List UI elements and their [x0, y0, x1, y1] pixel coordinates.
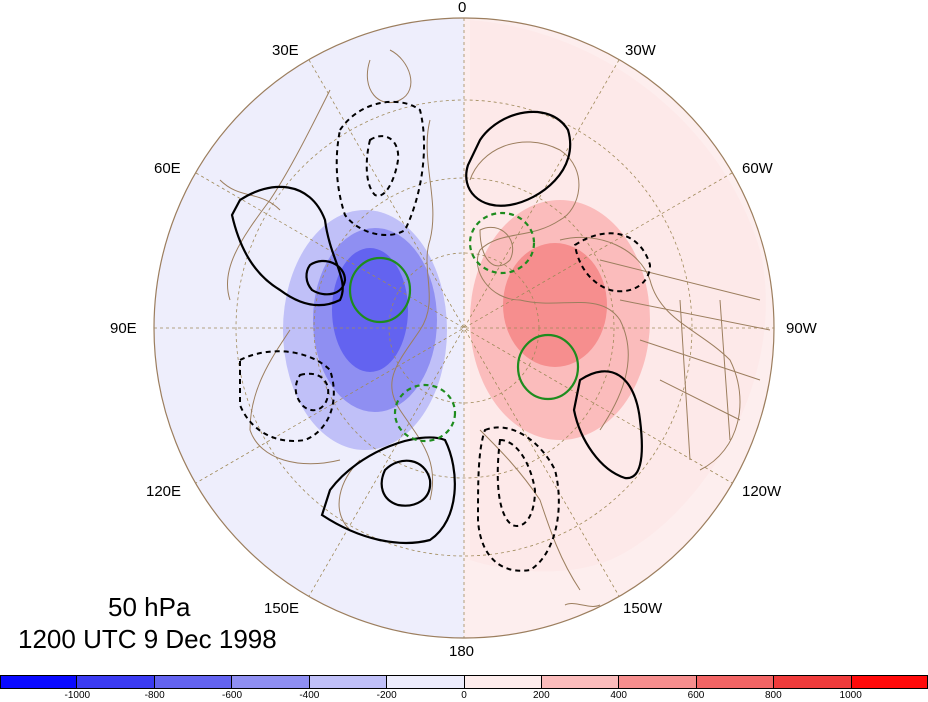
colorbar-swatch [851, 675, 928, 689]
lon-label-60w: 60W [742, 160, 773, 177]
colorbar-swatch [154, 675, 233, 689]
lon-label-180: 180 [449, 643, 475, 660]
colorbar-label: -800 [144, 690, 165, 701]
black-dashed-contours [239, 100, 652, 572]
colorbar-swatch [464, 675, 542, 689]
black-contours [230, 110, 643, 545]
polar-stereographic-map [153, 17, 775, 639]
contour-dashed [496, 438, 537, 527]
lon-label-60e: 60E [154, 160, 181, 177]
graticule [154, 18, 774, 638]
colorbar-label: 200 [532, 690, 550, 701]
lon-label-0: 0 [458, 0, 467, 16]
colorbar-label: -600 [221, 690, 243, 701]
colorbar-swatch [387, 675, 465, 689]
contour-solid [465, 110, 572, 207]
colorbar-label: 600 [687, 690, 705, 701]
positive-anomaly-inner [503, 243, 607, 367]
contour-green-solid [516, 333, 580, 401]
colorbar-label: 0 [461, 690, 467, 701]
colorbar-swatch [309, 675, 388, 689]
colorbar-swatch [232, 675, 310, 689]
colorbar-swatch [541, 675, 620, 689]
colorbar-label: -1000 [64, 690, 91, 701]
lon-label-90e: 90E [110, 320, 137, 337]
colorbar-label: -400 [299, 690, 320, 701]
contour-dashed [294, 372, 330, 412]
colorbar-swatch [696, 675, 775, 689]
colorbar-label: 1000 [839, 690, 862, 701]
contour-green-solid [348, 256, 412, 324]
negative-anomaly-inner [332, 248, 408, 372]
colorbar-swatch [619, 675, 697, 689]
lon-label-90w: 90W [786, 320, 817, 337]
lon-label-30e: 30E [272, 42, 299, 59]
colorbar-swatch [0, 675, 78, 689]
datetime-title: 1200 UTC 9 Dec 1998 [18, 624, 277, 654]
colorbar-label: 400 [610, 690, 627, 701]
lon-label-30w: 30W [625, 42, 656, 59]
contour-green-dashed [393, 383, 457, 443]
contour-dashed [573, 232, 652, 293]
lon-label-150w: 150W [623, 600, 663, 617]
contour-green-dashed [468, 211, 536, 275]
contour-solid [230, 185, 344, 307]
contour-solid [305, 259, 347, 296]
map-boundary [153, 17, 775, 639]
colorbar-label: 800 [764, 690, 782, 701]
contour-solid [380, 459, 432, 507]
lon-label-120w: 120W [742, 483, 782, 500]
lon-label-120e: 120E [146, 483, 182, 500]
contour-dashed [239, 350, 335, 442]
colorbar [0, 675, 928, 689]
contour-dashed [335, 100, 425, 236]
colorbar-swatch [774, 675, 852, 689]
colorbar-swatch [77, 675, 155, 689]
contour-solid [572, 370, 643, 480]
contour-solid [320, 436, 456, 545]
lon-label-150e: 150E [264, 600, 300, 617]
contour-dashed [365, 135, 400, 197]
colorbar-label: -200 [376, 690, 397, 701]
green-contours [348, 211, 580, 443]
pressure-level-title: 50 hPa [108, 592, 191, 622]
